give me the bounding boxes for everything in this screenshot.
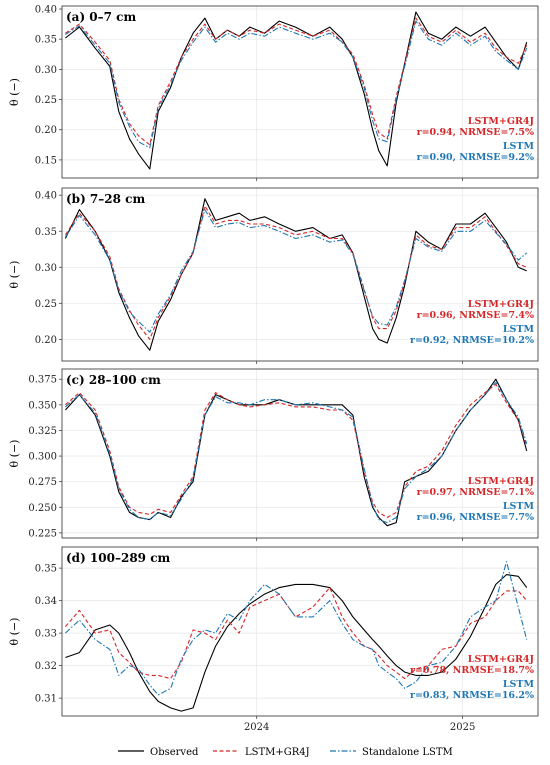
series-line-lstm-gr4j (64, 205, 527, 340)
series-line-lstm-gr4j (64, 587, 528, 680)
y-tick-label: 0.225 (28, 528, 57, 539)
metric-model-label: LSTM (503, 679, 535, 690)
series-line-observed (64, 378, 528, 527)
y-axis-label: θ (−) (8, 440, 21, 468)
metric-values: r=0.96, NRMSE=7.7% (417, 512, 534, 523)
metric-values: r=0.90, NRMSE=9.2% (417, 152, 534, 163)
metric-model-label: LSTM+GR4J (468, 299, 535, 310)
series-line-observed (65, 574, 528, 712)
series-line-observed (65, 11, 528, 170)
panel-title: (a) 0–7 cm (66, 10, 136, 24)
panel-title: (b) 7–28 cm (66, 192, 145, 206)
y-tick-label: 0.35 (35, 564, 57, 575)
y-tick-label: 0.300 (28, 452, 57, 463)
y-tick-label: 0.20 (35, 335, 57, 346)
metric-model-label: LSTM (503, 141, 535, 152)
panel-1: 0.15 0.20 0.25 0.30 0.35 0.40 θ (−) (a) 0–7 cm L… (8, 5, 539, 181)
y-tick-label: 0.25 (35, 95, 57, 106)
legend-label: Observed (150, 747, 199, 758)
metric-model-label: LSTM+GR4J (468, 116, 535, 127)
y-tick-label: 0.33 (35, 629, 57, 640)
y-tick-label: 0.32 (35, 661, 57, 672)
y-tick-label: 0.30 (35, 65, 57, 76)
y-tick-label: 0.30 (35, 263, 57, 274)
y-tick-label: 0.35 (35, 227, 57, 238)
panel-3: 0.225 0.250 0.275 0.300 0.325 0.350 0.375 θ (−)… (8, 368, 539, 541)
y-tick-label: 0.350 (28, 400, 57, 411)
y-tick-label: 0.15 (35, 155, 57, 166)
y-tick-label: 0.31 (35, 694, 57, 705)
panel-2: 0.20 0.25 0.30 0.35 0.40 θ (−) (b) 7–28 cm LSTM… (8, 187, 539, 364)
legend-label: Standalone LSTM (362, 747, 453, 758)
legend: Observed LSTM+GR4J Standalone LSTM (118, 747, 453, 758)
metric-model-label: LSTM (503, 501, 535, 512)
panel-title: (d) 100–289 cm (66, 551, 171, 565)
plot-frame (61, 5, 539, 179)
metric-values: r=0.94, NRMSE=7.5% (417, 127, 534, 138)
y-tick-label: 0.34 (35, 596, 57, 607)
y-tick-label: 0.40 (35, 191, 57, 202)
y-axis-label: θ (−) (8, 78, 21, 106)
series-line-standalone-lstm (64, 209, 528, 333)
y-axis-label: θ (−) (8, 618, 21, 646)
series-line-standalone-lstm (65, 561, 528, 696)
y-tick-label: 0.40 (35, 5, 57, 16)
series-line-observed (64, 198, 527, 351)
y-tick-label: 0.250 (28, 503, 57, 514)
series-line-standalone-lstm (65, 381, 528, 524)
metric-model-label: LSTM+GR4J (468, 654, 535, 665)
x-tick-label: 2024 (244, 722, 269, 733)
y-tick-label: 0.375 (28, 375, 57, 386)
panel-title: (c) 28–100 cm (66, 373, 161, 387)
y-tick-label: 0.325 (28, 426, 57, 437)
plot-frame (61, 368, 539, 539)
metric-model-label: LSTM+GR4J (468, 476, 535, 487)
x-tick-label: 2025 (450, 722, 475, 733)
y-tick-label: 0.25 (35, 299, 57, 310)
y-tick-label: 0.20 (35, 125, 57, 136)
series-line-lstm-gr4j (65, 383, 528, 519)
metric-values: r=0.97, NRMSE=7.1% (417, 487, 534, 498)
metric-values: r=0.92, NRMSE=10.2% (410, 335, 534, 346)
y-tick-label: 0.35 (35, 35, 57, 46)
series-line-lstm-gr4j (65, 17, 528, 146)
metric-model-label: LSTM (503, 324, 535, 335)
y-tick-label: 0.275 (28, 477, 57, 488)
metric-values: r=0.96, NRMSE=7.4% (417, 310, 534, 321)
metric-values: r=0.78, NRMSE=18.7% (410, 665, 534, 676)
panel-4: 0.31 0.32 0.33 0.34 0.35 2024 2025 θ (−) (d) 100… (8, 546, 539, 733)
plot-frame (61, 187, 539, 362)
legend-label: LSTM+GR4J (245, 747, 310, 758)
series-line-standalone-lstm (65, 20, 528, 149)
metric-values: r=0.83, NRMSE=16.2% (410, 690, 534, 701)
plot-frame (61, 546, 539, 717)
y-axis-label: θ (−) (8, 261, 21, 289)
